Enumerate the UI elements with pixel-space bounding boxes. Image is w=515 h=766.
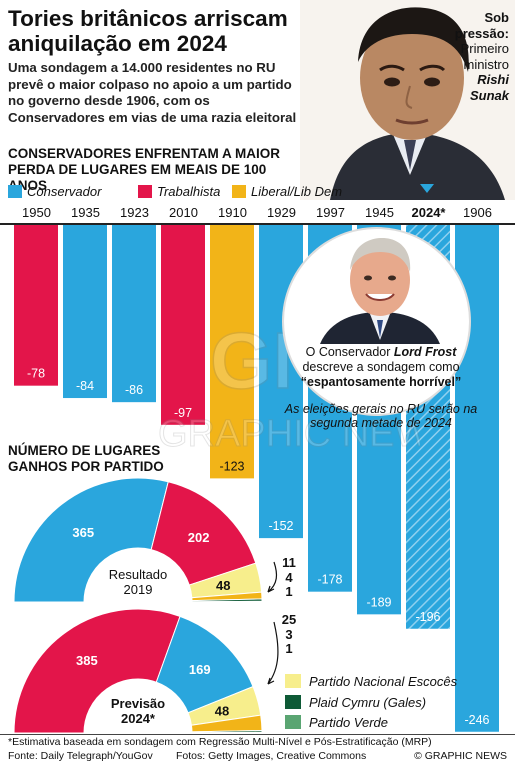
forecast-2024-segment [191, 731, 263, 734]
legend-swatch [285, 674, 301, 688]
bar-1935 [63, 225, 107, 399]
year-label: 1929 [267, 205, 296, 220]
year-label: 1935 [71, 205, 100, 220]
bar-1910 [210, 225, 254, 479]
caption-name: Sunak [469, 87, 509, 103]
election-note: As eleições gerais no RU serão na segund… [284, 402, 478, 430]
frost-quote-highlight: “espantosamente horrível” [300, 375, 462, 389]
minor-value: 1 [285, 641, 293, 656]
forecast-2024-value-label: 48 [215, 703, 229, 718]
bar-value-label: -84 [76, 379, 94, 393]
bar-value-label: -189 [366, 595, 391, 609]
forecast-2024-segment [13, 608, 181, 734]
year-axis-rule [0, 223, 515, 225]
caption-line: Sob [484, 10, 509, 25]
forecast-minor-values: 25 3 1 [278, 612, 300, 657]
year-label: 1923 [120, 205, 149, 220]
legend-swatch [138, 184, 152, 198]
minor-value: 25 [281, 612, 297, 627]
legend-label: Liberal/Lib Dem [251, 183, 343, 199]
photo-caption: Sob pressão: Primeiro ministro Rishi Sun… [455, 10, 509, 103]
frost-quote: O Conservador Lord Frost descreve a sond… [283, 345, 479, 390]
forecast-2024-value-label: 169 [189, 662, 211, 677]
graphic-credit: © GRAPHIC NEWS [414, 750, 507, 762]
legend-label: Partido Nacional Escocês [309, 673, 458, 689]
frost-photo [300, 234, 460, 344]
legend-item-conservative: Conservador [8, 182, 101, 200]
bar-value-label: -196 [415, 610, 440, 624]
year-label: 1997 [316, 205, 345, 220]
page-title: Tories britânicos arriscam aniquilação e… [8, 6, 288, 56]
frost-name: Lord Frost [393, 345, 457, 359]
legend-swatch [285, 695, 301, 709]
forecast-label-line: Previsão [110, 696, 166, 711]
frost-text: O Conservador [305, 345, 394, 359]
minor-value: 11 [282, 555, 296, 570]
forecast-label: Previsão 2024* [88, 696, 188, 726]
year-label: 2010 [169, 205, 198, 220]
year-label: 1945 [365, 205, 394, 220]
caption-line: pressão: [454, 25, 509, 41]
bar-2010 [161, 225, 205, 425]
sunak-photo [300, 0, 515, 200]
connector-arrows [267, 561, 279, 685]
seats-heading-line: NÚMERO DE LUGARES [8, 443, 161, 458]
legend-item-snp: Partido Nacional Escocês [285, 673, 457, 689]
intro-text: Uma sondagem a 14.000 residentes no RU p… [8, 60, 297, 125]
legend-label: Conservador [27, 183, 102, 199]
seats-heading-line: GANHOS POR PARTIDO [8, 459, 164, 474]
year-label-highlight: 2024* [411, 205, 446, 220]
result-minor-values: 11 4 1 [278, 555, 300, 600]
highlight-marker-icon [420, 184, 434, 193]
minor-value: 1 [285, 584, 293, 599]
bar-1950 [14, 225, 58, 386]
caption-line: ministro [463, 56, 509, 72]
caption-name: Rishi [477, 72, 509, 87]
bar-value-label: -86 [125, 383, 143, 397]
legend-label: Partido Verde [309, 714, 389, 730]
forecast-label-line: 2024* [121, 710, 155, 726]
bar-value-label: -178 [317, 573, 342, 587]
year-label: 1910 [218, 205, 247, 220]
result-label-line: 2019 [123, 581, 153, 597]
result-label: Resultado 2019 [88, 567, 188, 597]
year-label: 1950 [22, 205, 51, 220]
photo-credit: Fotos: Getty Images, Creative Commons [176, 750, 367, 762]
result-2019-value-label: 202 [188, 530, 210, 545]
legend-item-libdem: Liberal/Lib Dem [232, 182, 342, 200]
frost-text: descreve a sondagem como [302, 360, 460, 374]
minor-value: 4 [285, 569, 293, 585]
bar-value-label: -97 [174, 406, 192, 420]
legend-swatch [232, 184, 246, 198]
legend-item-labour: Trabalhista [138, 182, 220, 200]
result-label-line: Resultado [108, 567, 168, 582]
bar-value-label: -78 [27, 367, 45, 381]
legend-label: Trabalhista [157, 183, 221, 199]
caption-line: Primeiro [460, 41, 509, 56]
legend-swatch [8, 184, 22, 198]
legend-swatch [285, 715, 301, 729]
result-2019-segment [150, 481, 257, 586]
bar-value-label: -123 [219, 459, 244, 473]
result-2019-segment [13, 477, 169, 603]
seats-semicircle-charts: 365 202 48 385 169 48 [13, 477, 263, 734]
footnote: *Estimativa baseada em sondagem com Regr… [8, 736, 432, 748]
bar-value-label: -246 [464, 713, 489, 727]
legend-label: Plaid Cymru (Gales) [309, 694, 427, 710]
source-text: Fonte: Daily Telegraph/YouGov [8, 750, 153, 762]
footer-rule [0, 734, 515, 735]
bar-1923 [112, 225, 156, 403]
forecast-2024-value-label: 385 [76, 653, 98, 668]
result-2019-value-label: 48 [216, 578, 230, 593]
result-2019-value-label: 365 [72, 525, 94, 540]
legend-item-plaid: Plaid Cymru (Gales) [285, 694, 426, 710]
result-2019-segment [191, 600, 263, 603]
minor-value: 3 [285, 626, 293, 642]
seats-heading: NÚMERO DE LUGARES GANHOS POR PARTIDO [8, 443, 164, 475]
bar-value-label: -152 [268, 519, 293, 533]
legend-item-green: Partido Verde [285, 714, 388, 730]
year-label: 1906 [463, 205, 492, 220]
